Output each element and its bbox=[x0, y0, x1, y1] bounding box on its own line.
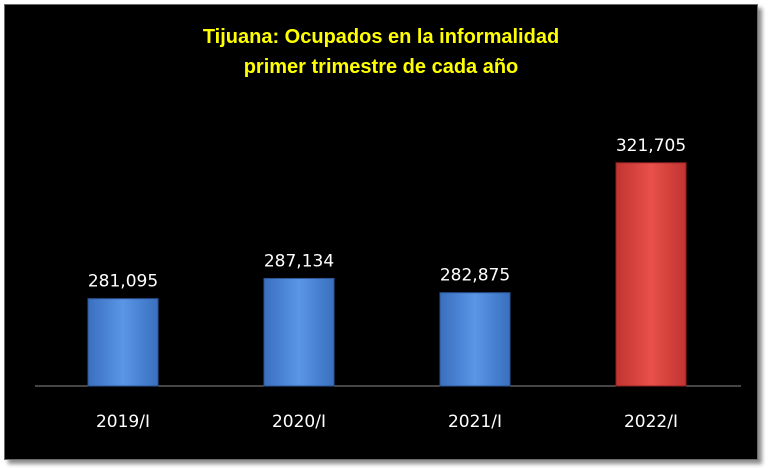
data-label: 287,134 bbox=[264, 251, 334, 271]
category-label: 2022/I bbox=[624, 412, 678, 432]
bar-2020-i bbox=[263, 277, 335, 387]
data-label: 321,705 bbox=[616, 136, 686, 156]
bar-2019-i bbox=[87, 298, 159, 387]
bar-2021-i bbox=[439, 292, 511, 387]
bar-2022-i bbox=[615, 162, 687, 387]
category-label: 2019/I bbox=[96, 412, 150, 432]
category-label: 2021/I bbox=[448, 412, 502, 432]
bars-layer: 281,095 2019/I 287,134 2020/I 282,875 2021/I 3… bbox=[87, 136, 687, 432]
chart-subtitle: primer trimestre de cada año bbox=[244, 56, 519, 78]
chart-frame: Tijuana: Ocupados en la informalidad pri… bbox=[4, 4, 758, 460]
data-label: 281,095 bbox=[88, 272, 158, 292]
bar-chart: Tijuana: Ocupados en la informalidad pri… bbox=[35, 26, 741, 432]
data-label: 282,875 bbox=[440, 266, 510, 286]
category-label: 2020/I bbox=[272, 412, 326, 432]
chart-title: Tijuana: Ocupados en la informalidad bbox=[203, 26, 559, 48]
